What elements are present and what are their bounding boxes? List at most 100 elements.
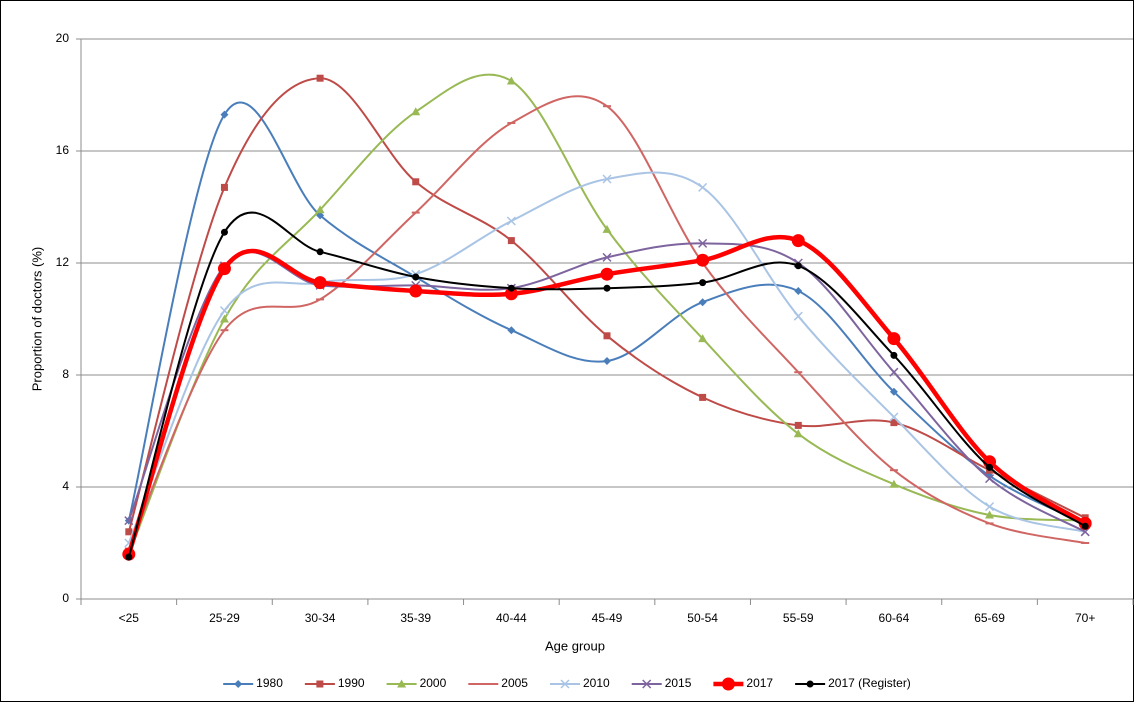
marker xyxy=(889,479,899,488)
legend-item: 1980 xyxy=(223,676,283,690)
marker xyxy=(219,306,229,316)
marker xyxy=(397,679,407,688)
marker xyxy=(890,351,898,359)
x-tick-label: 25-29 xyxy=(209,611,240,625)
y-tick-label: 8 xyxy=(62,367,69,381)
x-tick-label: 50-54 xyxy=(687,611,718,625)
legend-label: 2015 xyxy=(665,676,692,690)
marker xyxy=(220,228,228,236)
marker xyxy=(316,680,324,688)
marker xyxy=(602,252,612,262)
marker xyxy=(1081,522,1089,530)
y-tick-label: 4 xyxy=(62,479,69,493)
x-tick-label: 55-59 xyxy=(783,611,814,625)
marker xyxy=(409,284,423,298)
marker xyxy=(600,267,614,281)
legend-item: 2000 xyxy=(386,676,447,690)
marker xyxy=(313,276,327,290)
marker xyxy=(698,238,708,248)
y-tick-label: 16 xyxy=(56,143,70,157)
marker xyxy=(220,183,228,191)
y-tick-label: 12 xyxy=(56,255,70,269)
marker xyxy=(794,421,802,429)
y-tick-label: 0 xyxy=(62,591,69,605)
marker xyxy=(602,174,612,184)
marker xyxy=(699,279,707,287)
legend-item: 2017 (Register) xyxy=(795,676,911,690)
marker xyxy=(890,419,898,427)
marker xyxy=(507,237,515,245)
marker xyxy=(793,429,803,438)
legend-label: 2000 xyxy=(420,676,447,690)
marker xyxy=(889,367,899,377)
marker xyxy=(806,680,814,688)
marker xyxy=(889,387,898,396)
marker xyxy=(234,680,243,688)
y-axis-title: Proportion of doctors (%) xyxy=(29,247,44,392)
x-tick-label: 35-39 xyxy=(400,611,431,625)
marker xyxy=(794,287,803,295)
x-tick-label: 30-34 xyxy=(305,611,336,625)
marker xyxy=(316,248,324,256)
marker xyxy=(985,510,995,519)
marker xyxy=(507,326,516,335)
marker xyxy=(412,178,420,186)
marker xyxy=(887,332,901,346)
line xyxy=(126,234,1087,555)
legend-item: 2010 xyxy=(549,676,610,690)
marker xyxy=(315,205,325,214)
marker xyxy=(560,679,570,689)
marker xyxy=(506,76,516,85)
line xyxy=(127,95,1086,550)
legend-item: 2005 xyxy=(468,676,528,690)
marker xyxy=(602,224,612,233)
marker xyxy=(721,677,735,691)
marker xyxy=(124,516,134,526)
marker xyxy=(219,314,229,323)
x-tick-label: 45-49 xyxy=(592,611,623,625)
marker xyxy=(698,334,708,343)
x-tick-label: <25 xyxy=(119,611,140,625)
marker xyxy=(603,332,611,340)
legend-label: 2017 xyxy=(746,676,773,690)
marker xyxy=(698,298,707,307)
legend-label: 2017 (Register) xyxy=(828,676,911,690)
legend-item: 2017 xyxy=(713,676,773,691)
series xyxy=(125,211,1089,561)
legend-label: 2005 xyxy=(501,676,528,690)
x-tick-label: 70+ xyxy=(1075,611,1095,625)
marker xyxy=(603,284,611,292)
marker xyxy=(506,216,516,226)
marker xyxy=(412,273,420,281)
marker xyxy=(699,393,707,401)
line xyxy=(127,101,1086,525)
marker xyxy=(504,287,518,301)
legend-label: 2010 xyxy=(583,676,610,690)
marker xyxy=(794,262,802,270)
marker xyxy=(791,234,805,248)
x-tick-label: 40-44 xyxy=(496,611,527,625)
marker xyxy=(985,502,995,512)
marker xyxy=(217,262,231,276)
marker xyxy=(125,528,133,536)
x-axis-title: Age group xyxy=(545,638,605,653)
marker xyxy=(698,182,708,192)
x-tick-label: 60-64 xyxy=(879,611,910,625)
marker xyxy=(793,311,803,321)
marker xyxy=(411,107,421,116)
marker xyxy=(316,74,324,82)
marker xyxy=(220,110,229,119)
legend-label: 1980 xyxy=(256,676,283,690)
marker xyxy=(696,253,710,267)
marker xyxy=(603,357,611,365)
marker xyxy=(889,412,899,422)
marker xyxy=(507,284,515,292)
marker xyxy=(642,679,652,689)
line xyxy=(127,211,1086,558)
legend: 1980 1990 2000 2005 2010 2015 2017 2017 (Regist… xyxy=(223,676,911,691)
x-tick-label: 65-69 xyxy=(974,611,1005,625)
legend-label: 1990 xyxy=(338,676,365,690)
marker xyxy=(125,553,133,561)
